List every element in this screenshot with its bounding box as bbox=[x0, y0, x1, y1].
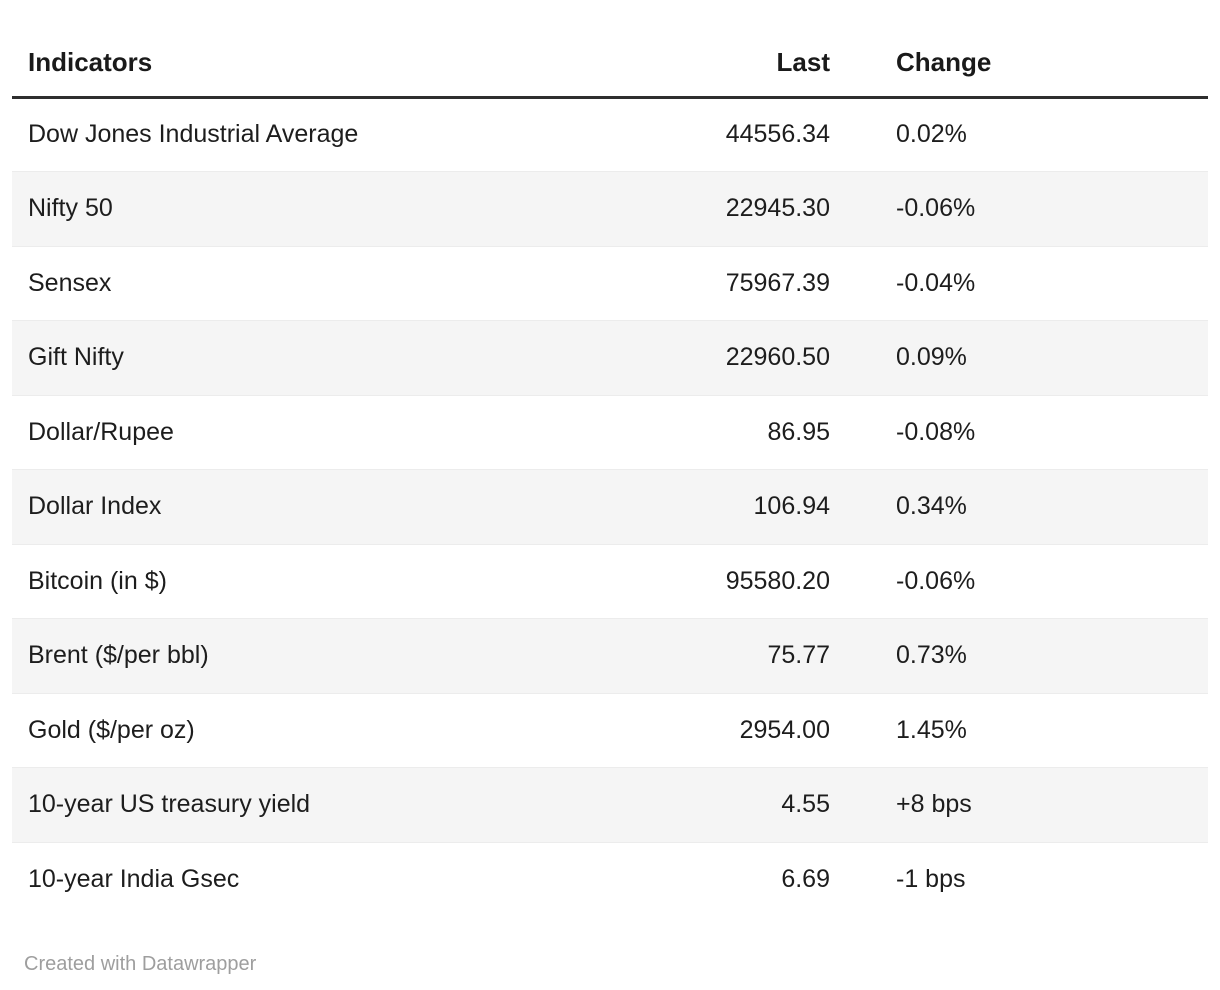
last-value: 86.95 bbox=[767, 417, 830, 446]
change-value: 0.34% bbox=[896, 492, 967, 521]
change-value: 1.45% bbox=[896, 715, 967, 744]
indicators-table-chart: Indicators Last Change Dow Jones Industr… bbox=[12, 0, 1208, 917]
indicator-name: Brent ($/per bbl) bbox=[28, 641, 209, 670]
table-row: 10-year US treasury yield 4.55 +8 bps bbox=[12, 767, 1208, 842]
table-row: Sensex 75967.39 -0.04% bbox=[12, 246, 1208, 321]
table-row: Dow Jones Industrial Average 44556.34 0.… bbox=[12, 97, 1208, 172]
indicator-name: Gold ($/per oz) bbox=[28, 715, 195, 744]
column-header-last: Last bbox=[652, 0, 830, 99]
change-value: +8 bps bbox=[896, 790, 972, 819]
indicator-name: Dollar Index bbox=[28, 492, 162, 521]
table-row: 10-year India Gsec 6.69 -1 bps bbox=[12, 842, 1208, 917]
change-value: -1 bps bbox=[896, 865, 966, 893]
indicator-name: Dow Jones Industrial Average bbox=[28, 120, 359, 149]
change-value: 0.73% bbox=[896, 641, 967, 670]
indicator-name: Nifty 50 bbox=[28, 194, 113, 223]
change-value: -0.06% bbox=[896, 194, 976, 223]
change-value: -0.04% bbox=[896, 268, 976, 297]
table-header: Indicators Last Change bbox=[12, 0, 1208, 99]
table-row: Gift Nifty 22960.50 0.09% bbox=[12, 320, 1208, 395]
change-value: 0.02% bbox=[896, 120, 967, 149]
indicator-name: Sensex bbox=[28, 268, 112, 297]
table-row: Dollar/Rupee 86.95 -0.08% bbox=[12, 395, 1208, 470]
last-value: 75.77 bbox=[767, 641, 830, 670]
last-value: 22945.30 bbox=[725, 194, 830, 223]
last-value: 4.55 bbox=[781, 790, 830, 819]
column-header-change: Change bbox=[830, 0, 1208, 99]
change-value: 0.09% bbox=[896, 343, 967, 372]
table-row: Brent ($/per bbl) 75.77 0.73% bbox=[12, 618, 1208, 693]
last-value: 75967.39 bbox=[725, 268, 830, 297]
table-row: Gold ($/per oz) 2954.00 1.45% bbox=[12, 693, 1208, 768]
indicator-name: 10-year India Gsec bbox=[28, 865, 240, 893]
indicator-name: Gift Nifty bbox=[28, 343, 124, 372]
last-value: 2954.00 bbox=[739, 715, 830, 744]
last-value: 106.94 bbox=[753, 492, 830, 521]
datawrapper-attribution: Created with Datawrapper bbox=[24, 952, 257, 975]
table-row: Nifty 50 22945.30 -0.06% bbox=[12, 171, 1208, 246]
indicator-name: Bitcoin (in $) bbox=[28, 566, 167, 595]
indicator-name: Dollar/Rupee bbox=[28, 417, 174, 446]
column-header-indicators: Indicators bbox=[12, 0, 652, 99]
last-value: 95580.20 bbox=[725, 566, 830, 595]
last-value: 6.69 bbox=[781, 865, 830, 893]
table-row: Dollar Index 106.94 0.34% bbox=[12, 469, 1208, 544]
last-value: 44556.34 bbox=[725, 120, 830, 149]
table-row: Bitcoin (in $) 95580.20 -0.06% bbox=[12, 544, 1208, 619]
indicator-name: 10-year US treasury yield bbox=[28, 790, 311, 819]
change-value: -0.06% bbox=[896, 566, 976, 595]
change-value: -0.08% bbox=[896, 417, 976, 446]
last-value: 22960.50 bbox=[725, 343, 830, 372]
table-header-row: Indicators Last Change bbox=[12, 0, 1208, 99]
indicators-table: Indicators Last Change Dow Jones Industr… bbox=[12, 0, 1208, 917]
table-body: Dow Jones Industrial Average 44556.34 0.… bbox=[12, 97, 1208, 917]
